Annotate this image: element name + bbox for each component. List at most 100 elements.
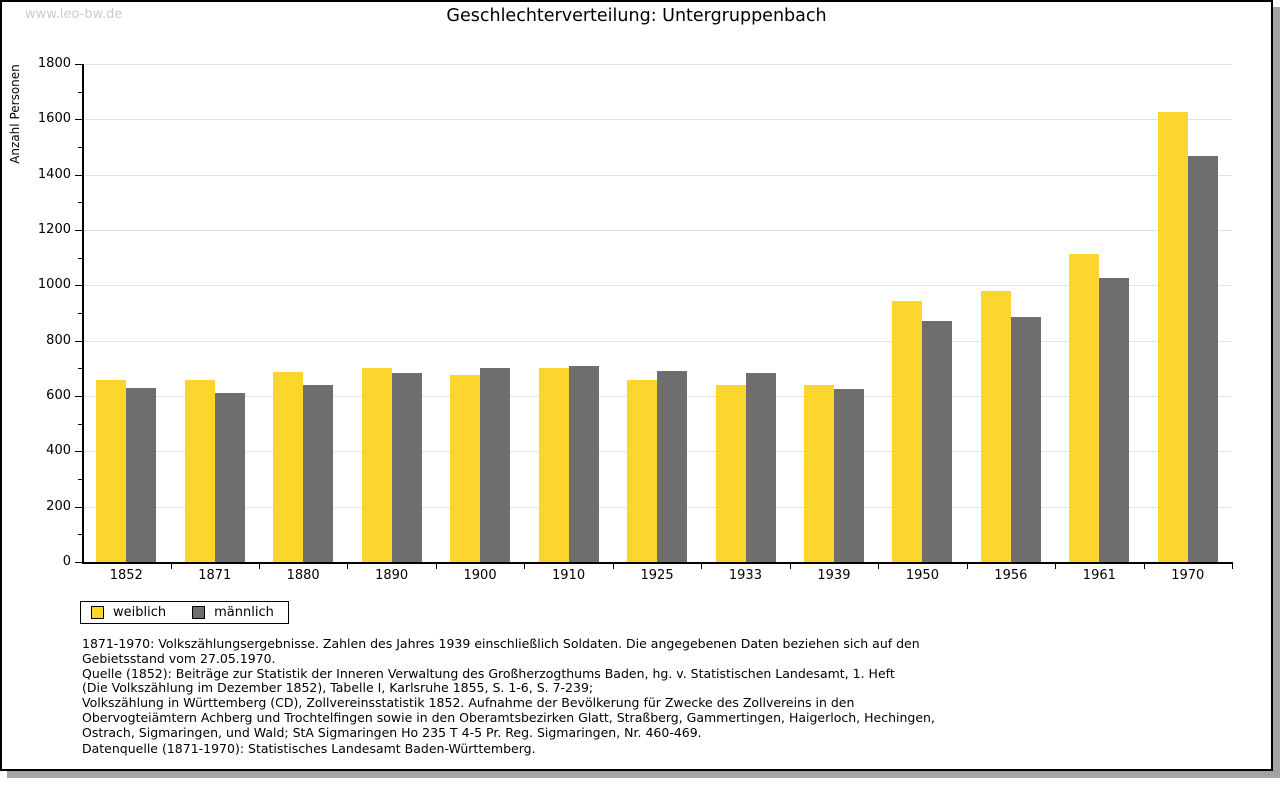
x-boundary-tick-1 — [170, 564, 172, 569]
x-boundary-tick-4 — [435, 564, 437, 569]
chart-title: Geschlechterverteilung: Untergruppenbach — [446, 6, 827, 26]
x-boundary-tick-2 — [258, 564, 260, 569]
y-major-tick-1600 — [75, 119, 82, 121]
y-axis-label: Anzahl Personen — [8, 64, 22, 164]
y-tick-label-1600: 1600 — [37, 111, 71, 127]
bar-weiblich-1956 — [980, 290, 1011, 562]
footnote-line: 1871-1970: Volkszählungsergebnisse. Zahl… — [82, 636, 920, 651]
bar-männlich-1956 — [1010, 317, 1041, 562]
bar-männlich-1933 — [745, 373, 776, 562]
bar-männlich-1900 — [480, 367, 511, 562]
y-minor-tick-1500 — [78, 147, 82, 148]
footnote-line: (Die Volkszählung im Dezember 1852), Tab… — [82, 680, 594, 696]
y-tick-label-800: 800 — [46, 332, 71, 348]
y-minor-tick-1300 — [78, 202, 82, 204]
chart-frame: www.leo-bw.de Geschlechterverteilung: Un… — [0, 0, 1273, 771]
footnote-line: Ostrach, Sigmaringen, und Wald; StA Sigm… — [82, 724, 702, 740]
x-axis-line — [82, 562, 1233, 564]
x-tick-label-1939: 1939 — [817, 568, 851, 583]
x-boundary-tick-5 — [524, 564, 526, 569]
y-minor-tick-1100 — [78, 257, 82, 259]
bar-männlich-1970 — [1187, 155, 1218, 562]
bar-weiblich-1900 — [450, 375, 481, 562]
bar-weiblich-1852 — [96, 380, 127, 562]
legend-swatch-männlich — [192, 606, 206, 619]
x-tick-label-1950: 1950 — [905, 568, 939, 583]
x-boundary-tick-3 — [347, 564, 349, 569]
x-tick-label-1900: 1900 — [463, 568, 497, 583]
footnote-line: Gebietsstand vom 27.05.1970. — [82, 650, 276, 666]
bar-männlich-1880 — [303, 384, 334, 562]
gridline-1000 — [82, 285, 1232, 287]
y-tick-label-1400: 1400 — [37, 166, 71, 182]
chart-legend: weiblich männlich — [80, 601, 289, 624]
bar-weiblich-1939 — [803, 384, 834, 562]
bar-weiblich-1890 — [361, 368, 392, 562]
y-tick-label-600: 600 — [46, 388, 71, 403]
y-tick-label-1000: 1000 — [37, 277, 71, 293]
y-major-tick-200 — [75, 506, 82, 508]
y-major-tick-800 — [75, 340, 82, 342]
footnote-line: Quelle (1852): Beiträge zur Statistik de… — [82, 665, 895, 681]
bar-männlich-1871 — [214, 392, 245, 562]
y-minor-tick-1700 — [78, 91, 82, 93]
gridline-1200 — [82, 230, 1232, 231]
y-minor-tick-300 — [78, 479, 82, 480]
y-tick-label-400: 400 — [46, 443, 71, 459]
y-major-tick-0 — [75, 562, 82, 563]
bar-weiblich-1961 — [1069, 254, 1100, 562]
y-minor-tick-100 — [78, 534, 82, 536]
x-boundary-tick-6 — [612, 564, 614, 569]
y-axis-line — [82, 64, 84, 564]
bar-weiblich-1950 — [892, 300, 923, 562]
x-boundary-tick-13 — [1232, 564, 1233, 569]
y-minor-tick-900 — [78, 313, 82, 314]
y-tick-label-1800: 1800 — [37, 56, 71, 71]
bar-männlich-1925 — [657, 371, 687, 562]
y-major-tick-600 — [75, 396, 82, 397]
x-tick-label-1933: 1933 — [728, 568, 762, 583]
x-tick-label-1852: 1852 — [109, 568, 143, 583]
y-minor-tick-700 — [78, 368, 82, 370]
datasource-line: Datenquelle (1871-1970): Statistisches L… — [82, 741, 536, 756]
y-tick-label-0: 0 — [62, 554, 71, 569]
legend-item-weiblich: weiblich — [91, 605, 166, 620]
x-tick-label-1956: 1956 — [994, 568, 1028, 583]
bar-männlich-1939 — [833, 388, 864, 562]
x-tick-label-1890: 1890 — [375, 568, 409, 583]
gridline-1400 — [82, 174, 1232, 176]
gridline-800 — [82, 340, 1232, 342]
bar-männlich-1910 — [568, 365, 599, 562]
x-tick-label-1871: 1871 — [198, 568, 232, 583]
y-major-tick-1000 — [75, 285, 82, 287]
y-tick-label-1200: 1200 — [37, 222, 71, 237]
x-tick-label-1961: 1961 — [1082, 568, 1116, 583]
x-tick-label-1910: 1910 — [552, 568, 586, 583]
x-tick-label-1970: 1970 — [1171, 568, 1205, 583]
x-boundary-tick-12 — [1143, 564, 1145, 569]
legend-item-männlich: männlich — [192, 605, 274, 620]
bar-männlich-1890 — [391, 373, 422, 562]
x-tick-label-1925: 1925 — [640, 568, 674, 583]
y-tick-label-200: 200 — [46, 498, 71, 514]
x-boundary-tick-11 — [1055, 564, 1057, 569]
y-major-tick-1400 — [75, 174, 82, 176]
bar-weiblich-1970 — [1157, 111, 1188, 562]
footnotes-block: 1871-1970: Volkszählungsergebnisse. Zahl… — [82, 636, 1202, 741]
bar-weiblich-1925 — [627, 380, 657, 562]
bar-männlich-1961 — [1099, 278, 1130, 562]
gridline-1800 — [82, 64, 1232, 65]
x-tick-label-1880: 1880 — [286, 568, 320, 583]
legend-label-weiblich: weiblich — [113, 605, 167, 620]
legend-swatch-weiblich — [91, 606, 104, 619]
x-boundary-tick-8 — [789, 564, 791, 569]
bar-männlich-1852 — [126, 388, 157, 562]
legend-label-männlich: männlich — [214, 605, 274, 620]
footnote-line: Obervogteiämtern Achberg und Trochtelfin… — [82, 709, 935, 725]
watermark-text: www.leo-bw.de — [25, 7, 123, 22]
bar-chart-plot-area: Anzahl Personen 0 200 400 600 800 1000 1200 140… — [2, 2, 1271, 769]
x-boundary-tick-9 — [878, 564, 880, 569]
bar-männlich-1950 — [922, 320, 953, 562]
bar-weiblich-1933 — [715, 384, 746, 562]
footnote-line: Volkszählung in Württemberg (CD), Zollve… — [82, 695, 855, 711]
